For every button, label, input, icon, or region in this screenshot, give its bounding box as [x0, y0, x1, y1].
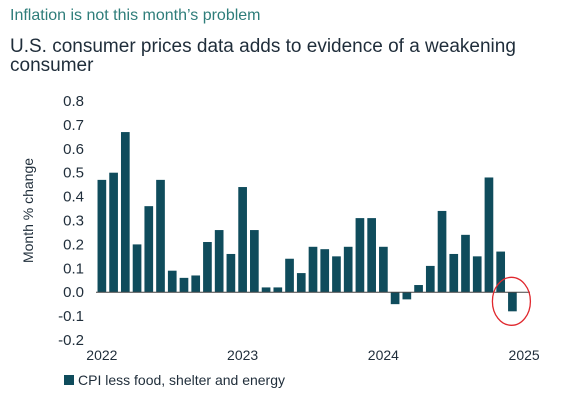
bar [285, 258, 294, 293]
bar [109, 172, 118, 293]
y-tick-label: 0.7 [63, 117, 84, 134]
y-tick-label: 0.2 [63, 236, 84, 253]
y-tick-label: 0.1 [63, 260, 84, 277]
bar [144, 206, 154, 293]
chart-kicker: Inflation is not this month’s problem [10, 7, 261, 24]
y-tick-label: 0.6 [63, 141, 84, 158]
bar [226, 253, 236, 293]
y-tick-label: 0.0 [63, 284, 84, 301]
bar [214, 230, 224, 293]
highlight-circle [491, 276, 532, 326]
bar [449, 253, 459, 293]
bar [508, 292, 517, 312]
legend-label: CPI less food, shelter and energy [78, 372, 286, 388]
bar [191, 275, 201, 293]
y-tick-label: 0.5 [63, 165, 84, 182]
bar [250, 230, 259, 293]
bar [367, 218, 376, 293]
legend-swatch [64, 375, 74, 385]
bar [167, 270, 177, 293]
bar [97, 179, 107, 293]
bar [379, 246, 388, 293]
bar [120, 132, 130, 293]
bar [179, 277, 189, 293]
bar [203, 242, 212, 293]
bar [238, 187, 247, 293]
bar [296, 273, 306, 293]
bar [332, 256, 341, 293]
bar [390, 292, 400, 305]
bar [132, 244, 142, 293]
bar [484, 177, 494, 293]
y-tick-label: 0.8 [63, 93, 84, 110]
bar [320, 249, 330, 293]
y-tick-label: -0.1 [58, 308, 84, 325]
bar [414, 285, 423, 293]
bar [437, 210, 447, 293]
y-tick-label: -0.2 [58, 332, 84, 349]
x-tick-label: 2024 [368, 347, 399, 363]
bar [496, 251, 506, 293]
bar [156, 179, 165, 293]
x-tick-label: 2025 [509, 347, 540, 363]
bar [425, 265, 435, 293]
y-axis-label: Month % change [20, 158, 36, 263]
legend: CPI less food, shelter and energy [64, 372, 285, 388]
x-tick-label: 2023 [227, 347, 258, 363]
bar [343, 246, 353, 293]
chart-title: U.S. consumer prices data adds to eviden… [10, 36, 516, 76]
bar [472, 256, 482, 293]
bar [402, 292, 412, 300]
bar [461, 234, 470, 293]
bar [308, 246, 318, 293]
y-tick-label: 0.4 [63, 189, 84, 206]
y-tick-label: 0.3 [63, 213, 84, 230]
x-tick-label: 2022 [86, 347, 117, 363]
bar [355, 218, 365, 293]
bar [261, 287, 271, 293]
bar [273, 287, 283, 293]
